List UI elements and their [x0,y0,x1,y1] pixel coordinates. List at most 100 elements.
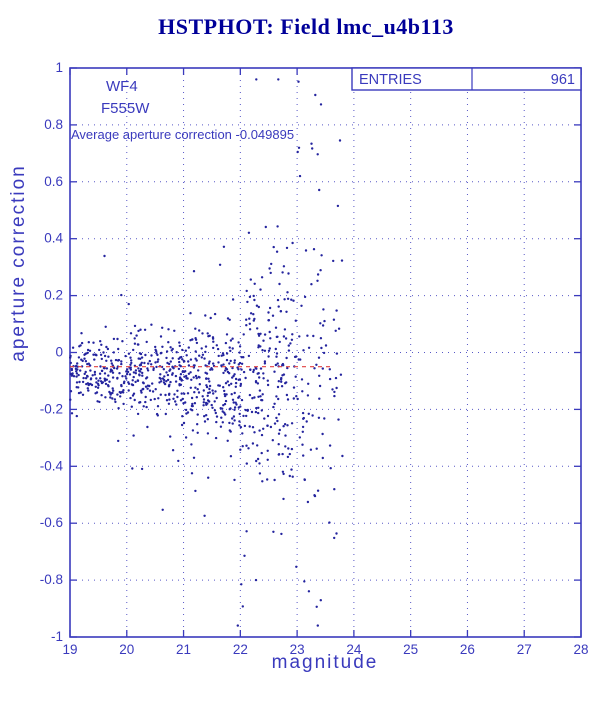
scatter-point [183,392,186,395]
scatter-point [171,449,175,452]
scatter-point [223,389,226,393]
scatter-point [213,312,217,316]
scatter-point [119,395,122,398]
scatter-point [142,387,145,391]
scatter-point [257,332,260,336]
scatter-point [108,390,111,394]
scatter-point [257,395,260,398]
scatter-point [221,352,225,355]
scatter-point [154,348,157,351]
scatter-point [286,424,289,427]
scatter-point [319,103,323,106]
scatter-point [311,147,314,150]
scatter-point [225,358,229,362]
scatter-point [69,356,72,359]
scatter-point [189,358,193,361]
scatter-point [277,443,280,446]
scatter-point [321,367,324,370]
scatter-point [228,429,231,432]
scatter-point [323,417,326,420]
scatter-point [74,367,78,371]
scatter-point [163,375,166,378]
scatter-point [100,394,103,397]
scatter-point [275,416,278,420]
scatter-point [238,412,241,416]
scatter-point [279,310,283,313]
scatter-point [169,360,172,363]
scatter-point [310,142,313,145]
scatter-point [80,341,84,345]
scatter-point [260,409,263,412]
scatter-point [83,372,86,376]
scatter-point [183,370,186,373]
scatter-point [195,341,199,345]
scatter-point [224,367,228,370]
scatter-point [206,332,209,335]
scatter-point [112,337,116,341]
scatter-point [267,349,271,352]
scatter-point [112,389,115,392]
scatter-point [260,276,264,279]
scatter-point [99,365,102,368]
scatter-point [303,295,307,299]
scatter-point [149,398,152,402]
scatter-point [285,393,289,397]
scatter-point [151,390,155,393]
scatter-point [215,344,218,347]
scatter-point [178,378,182,381]
scatter-point [185,354,188,357]
scatter-point [261,393,264,396]
scatter-point [179,399,183,402]
x-tick-label: 19 [62,642,77,657]
scatter-point [177,357,180,360]
scatter-point [335,352,339,355]
scatter-point [177,367,181,371]
scatter-point [306,500,310,504]
scatter-point [322,351,326,355]
scatter-point [184,408,188,412]
scatter-point [289,342,292,345]
scatter-point [212,340,215,343]
scatter-point [278,282,281,286]
scatter-point [339,373,343,376]
x-tick-label: 20 [119,642,134,657]
scatter-point [136,379,139,382]
scatter-point [283,298,286,301]
scatter-point [332,259,335,263]
scatter-point [248,328,252,331]
scatter-point [214,390,217,393]
scatter-point [110,359,113,362]
scatter-point [183,375,186,378]
scatter-point [303,580,306,583]
scatter-point [337,327,341,330]
scatter-point [259,367,263,370]
scatter-point [161,377,165,380]
scatter-point [233,361,236,364]
scatter-point [323,319,326,323]
scatter-point [81,393,85,396]
scatter-point [189,386,192,389]
scatter-point [207,476,210,479]
scatter-point [302,454,305,457]
scatter-point [282,265,286,268]
scatter-point [225,333,229,336]
scatter-point [98,400,101,404]
scatter-point [159,335,163,338]
scatter-point [182,359,185,363]
scatter-point [106,347,110,351]
scatter-point [291,241,294,245]
scatter-point [254,410,258,414]
y-axis-label: aperture correction [8,164,29,361]
y-tick-label: -0.4 [40,458,64,473]
scatter-point [140,361,143,364]
scatter-point [281,374,284,377]
scatter-point [161,326,164,329]
scatter-point [253,431,256,434]
scatter-point [88,349,92,352]
scatter-point [175,351,178,354]
scatter-point [276,419,279,423]
scatter-point [316,279,319,282]
scatter-point [241,605,244,608]
scatter-point [189,371,192,374]
scatter-point [222,363,225,366]
